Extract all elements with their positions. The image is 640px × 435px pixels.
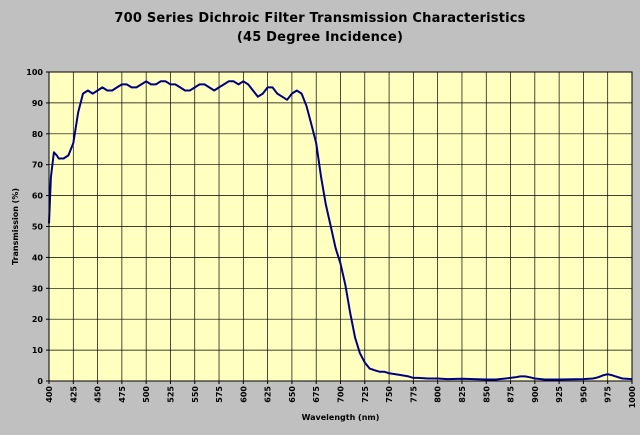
x-tick-label: 600: [239, 386, 248, 403]
x-tick-label: 450: [94, 386, 103, 403]
y-tick-label: 80: [32, 130, 44, 139]
y-axis-label: Transmission (%): [11, 188, 20, 265]
y-tick-label: 50: [32, 223, 44, 232]
x-axis-ticks: 400 425 450 475 500 525 550 575 600 625 650 675 700 7…: [45, 381, 637, 408]
x-tick-label: 975: [604, 386, 613, 403]
x-tick-label: 800: [434, 386, 443, 403]
y-tick-label: 0: [37, 377, 43, 386]
x-tick-label: 700: [337, 386, 346, 403]
x-tick-label: 900: [531, 386, 540, 403]
y-axis-ticks: 0 10 20 30 40 50 60 70 80 90 100: [26, 68, 49, 386]
x-tick-label: 500: [142, 386, 151, 403]
x-tick-label: 725: [361, 386, 370, 403]
x-tick-label: 400: [45, 386, 54, 403]
y-tick-label: 90: [32, 99, 44, 108]
transmission-series-line: [48, 80, 633, 381]
plot-border: [48, 71, 633, 382]
x-tick-label: 775: [409, 386, 418, 403]
y-tick-label: 10: [32, 346, 44, 355]
y-tick-label: 70: [32, 161, 44, 170]
x-tick-label: 575: [215, 386, 224, 403]
x-tick-label: 425: [69, 386, 78, 403]
y-tick-label: 40: [32, 253, 44, 262]
chart-title-line-2: (45 Degree Incidence): [236, 30, 404, 45]
x-tick-label: 1000: [628, 386, 637, 409]
x-tick-label: 550: [191, 386, 200, 403]
x-tick-label: 625: [264, 386, 273, 403]
x-tick-label: 475: [118, 386, 127, 403]
x-tick-label: 850: [482, 386, 491, 403]
chart-title-line-1: 700 Series Dichroic Filter Transmission …: [114, 11, 526, 26]
x-tick-label: 525: [166, 386, 175, 403]
y-tick-label: 20: [32, 315, 44, 324]
x-tick-label: 950: [579, 386, 588, 403]
x-tick-label: 675: [312, 386, 321, 403]
y-tick-label: 100: [26, 68, 43, 77]
x-tick-label: 875: [507, 386, 516, 403]
x-tick-label: 925: [555, 386, 564, 403]
y-tick-label: 60: [32, 192, 44, 201]
grid-lines: [48, 71, 633, 382]
x-tick-label: 650: [288, 386, 297, 403]
y-tick-label: 30: [32, 284, 44, 293]
x-axis-label: Wavelength (nm): [302, 413, 380, 422]
x-tick-label: 825: [458, 386, 467, 403]
x-tick-label: 750: [385, 386, 394, 403]
